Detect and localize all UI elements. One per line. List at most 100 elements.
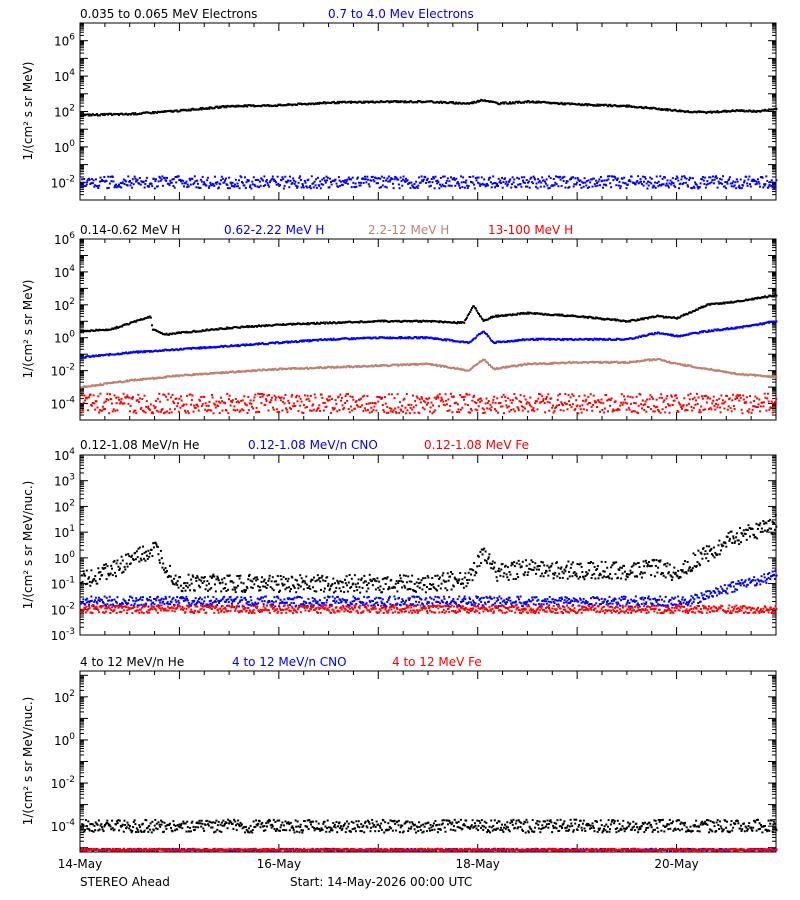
data-point	[434, 337, 436, 340]
data-point	[540, 312, 543, 315]
data-point	[319, 102, 322, 105]
data-point	[102, 179, 105, 182]
data-point	[282, 400, 284, 403]
data-point	[397, 364, 400, 367]
data-point	[80, 330, 83, 333]
data-point	[642, 184, 645, 187]
data-point	[155, 409, 158, 412]
legend-series-1: 0.62-2.22 MeV H	[224, 223, 324, 237]
data-point	[179, 332, 182, 335]
data-point	[697, 332, 700, 335]
data-point	[579, 183, 582, 186]
data-point	[290, 103, 293, 106]
data-point	[295, 396, 298, 399]
data-point	[462, 181, 465, 184]
data-point	[709, 330, 712, 333]
data-point	[257, 343, 260, 346]
data-point	[458, 368, 461, 371]
data-point	[244, 325, 247, 328]
data-point	[362, 100, 365, 103]
data-point	[156, 397, 159, 400]
data-point	[269, 368, 271, 371]
data-point	[110, 382, 113, 385]
data-point	[133, 320, 136, 323]
data-point	[482, 408, 485, 411]
data-point	[566, 180, 569, 183]
data-point	[646, 187, 649, 190]
data-point	[186, 183, 189, 186]
data-point	[656, 182, 659, 184]
data-point	[84, 329, 86, 332]
data-point	[389, 410, 392, 413]
data-point	[534, 402, 537, 405]
data-point	[418, 181, 421, 184]
data-point	[93, 355, 96, 358]
data-point	[521, 101, 524, 104]
data-point	[378, 186, 381, 189]
data-point	[517, 364, 520, 366]
data-point	[255, 411, 257, 414]
data-point	[487, 184, 490, 187]
data-point	[126, 380, 129, 383]
data-point	[767, 376, 770, 378]
data-point	[286, 323, 288, 326]
data-point	[463, 186, 466, 189]
data-point	[529, 396, 532, 399]
data-point	[182, 374, 185, 377]
data-point	[308, 340, 311, 343]
data-point	[766, 296, 769, 299]
data-point	[724, 181, 727, 183]
data-point	[201, 175, 204, 178]
data-point	[623, 395, 625, 398]
data-point	[375, 100, 378, 103]
data-point	[395, 101, 398, 103]
data-point	[657, 410, 660, 413]
data-point	[304, 102, 306, 105]
data-point	[499, 401, 502, 404]
data-point	[338, 409, 341, 411]
data-point	[655, 108, 658, 110]
data-point	[748, 373, 751, 376]
data-point	[122, 178, 125, 181]
data-point	[477, 100, 480, 103]
data-point	[310, 102, 313, 105]
data-point	[177, 110, 180, 113]
data-point	[704, 176, 707, 179]
data-point	[556, 175, 559, 178]
data-point	[579, 405, 582, 408]
data-point	[540, 400, 543, 403]
data-point	[472, 396, 475, 399]
data-point	[255, 178, 258, 181]
data-point	[171, 393, 174, 396]
data-point	[605, 179, 608, 182]
data-point	[456, 322, 458, 325]
data-point	[753, 323, 756, 326]
data-point	[583, 394, 586, 397]
data-point	[726, 182, 729, 185]
data-point	[563, 102, 566, 105]
data-point	[642, 318, 645, 321]
data-point	[138, 177, 141, 179]
data-point	[213, 175, 216, 178]
data-point	[339, 393, 342, 396]
data-point	[614, 400, 617, 403]
data-point	[383, 410, 386, 413]
data-point	[580, 186, 583, 189]
data-point	[432, 320, 434, 323]
data-point	[393, 178, 396, 181]
data-point	[504, 396, 507, 398]
data-point	[374, 402, 377, 405]
data-point	[489, 181, 492, 184]
data-point	[647, 107, 649, 109]
data-point	[96, 384, 98, 387]
data-point	[226, 392, 229, 395]
data-point	[471, 367, 474, 369]
data-point	[569, 338, 572, 341]
data-point	[670, 394, 673, 397]
data-point	[685, 177, 688, 180]
data-point	[373, 405, 376, 408]
data-point	[444, 185, 447, 188]
data-point	[355, 399, 358, 402]
data-point	[544, 312, 547, 315]
data-point	[561, 402, 564, 405]
